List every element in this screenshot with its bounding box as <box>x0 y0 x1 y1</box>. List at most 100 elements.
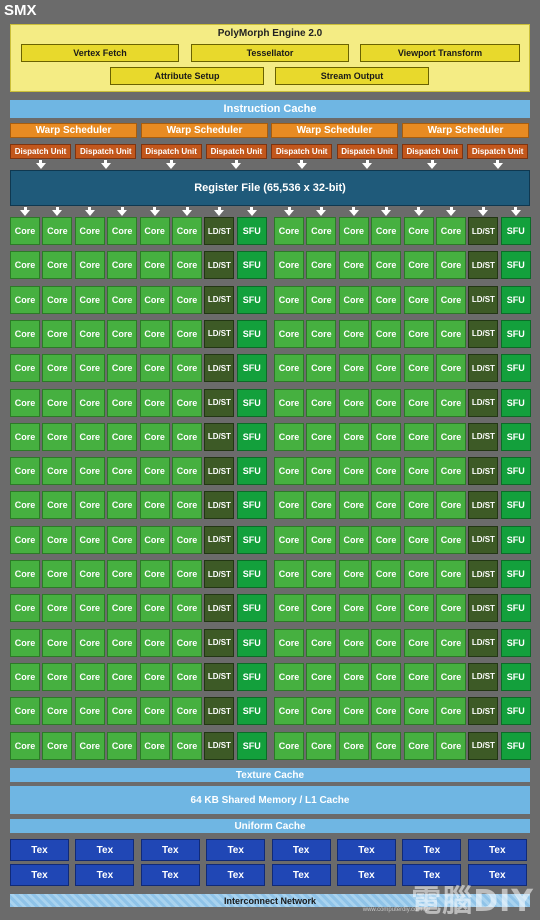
core-unit: Core <box>10 662 40 691</box>
core-unit: Core <box>338 560 369 588</box>
core-unit: Core <box>338 285 369 314</box>
core-unit: Core <box>274 560 304 588</box>
core-unit: Core <box>403 491 434 520</box>
core-unit: Core <box>10 491 40 520</box>
core-unit: Core <box>436 285 466 314</box>
core-unit: Core <box>338 354 369 383</box>
core-unit: Core <box>172 285 202 314</box>
core-unit: Core <box>403 525 434 554</box>
core-unit: Core <box>74 731 105 760</box>
down-arrow-icon <box>214 210 225 216</box>
down-arrow-icon <box>478 210 489 216</box>
texture-unit: Tex <box>75 864 135 886</box>
sfu-unit: SFU <box>236 628 267 657</box>
down-arrow-icon <box>381 210 392 216</box>
core-unit: Core <box>371 422 402 451</box>
core-unit: Core <box>10 319 40 348</box>
core-unit: Core <box>306 422 337 451</box>
core-unit: Core <box>42 525 73 554</box>
core-unit: Core <box>403 594 434 623</box>
down-arrow-icon <box>427 163 438 169</box>
down-arrow-icon <box>84 210 95 216</box>
core-unit: Core <box>371 457 402 486</box>
texture-unit: Tex <box>337 864 396 886</box>
core-unit: Core <box>306 525 337 554</box>
sfu-unit: SFU <box>236 319 267 348</box>
core-unit: Core <box>436 422 466 451</box>
ldst-unit: LD/ST <box>468 697 499 726</box>
core-unit: Core <box>403 560 434 588</box>
core-unit: Core <box>436 628 466 657</box>
core-unit: Core <box>139 217 170 245</box>
core-unit: Core <box>139 697 170 726</box>
sfu-unit: SFU <box>236 251 267 280</box>
core-unit: Core <box>403 628 434 657</box>
ldst-unit: LD/ST <box>204 525 235 554</box>
core-unit: Core <box>403 457 434 486</box>
core-unit: Core <box>274 422 304 451</box>
texture-unit: Tex <box>467 839 527 861</box>
ldst-unit: LD/ST <box>468 731 499 760</box>
texture-unit: Tex <box>271 839 331 861</box>
core-unit: Core <box>436 217 466 245</box>
vertex-fetch-unit: Vertex Fetch <box>21 44 179 62</box>
sfu-unit: SFU <box>236 388 267 417</box>
core-unit: Core <box>107 457 138 486</box>
register-file: Register File (65,536 x 32-bit) <box>10 170 530 206</box>
interconnect-network: Interconnect Network <box>10 894 530 907</box>
core-unit: Core <box>274 354 304 383</box>
down-arrow-icon <box>446 210 456 216</box>
arrow-stem <box>481 207 485 211</box>
ldst-unit: LD/ST <box>204 251 235 280</box>
core-unit: Core <box>42 628 73 657</box>
core-unit: Core <box>10 525 40 554</box>
core-unit: Core <box>371 697 402 726</box>
core-unit: Core <box>42 388 73 417</box>
sfu-unit: SFU <box>500 731 531 760</box>
down-arrow-icon <box>182 210 192 216</box>
core-unit: Core <box>172 731 202 760</box>
sfu-unit: SFU <box>500 251 531 280</box>
core-unit: Core <box>403 388 434 417</box>
texture-unit: Tex <box>206 864 266 886</box>
down-arrow-icon <box>100 163 111 169</box>
core-unit: Core <box>107 285 138 314</box>
texture-unit: Tex <box>206 839 266 861</box>
texture-unit: Tex <box>75 839 135 861</box>
core-unit: Core <box>107 217 138 245</box>
core-unit: Core <box>139 525 170 554</box>
sfu-unit: SFU <box>236 491 267 520</box>
core-unit: Core <box>10 285 40 314</box>
core-unit: Core <box>274 457 304 486</box>
core-unit: Core <box>107 525 138 554</box>
arrow-stem <box>319 207 323 211</box>
sfu-unit: SFU <box>236 560 267 588</box>
core-unit: Core <box>274 525 304 554</box>
core-unit: Core <box>10 628 40 657</box>
core-unit: Core <box>338 422 369 451</box>
core-unit: Core <box>10 731 40 760</box>
core-unit: Core <box>172 422 202 451</box>
ldst-unit: LD/ST <box>204 662 235 691</box>
texture-unit: Tex <box>402 839 462 861</box>
arrow-stem <box>120 207 124 211</box>
polymorph-engine-title: PolyMorph Engine 2.0 <box>217 28 323 39</box>
ldst-unit: LD/ST <box>468 594 499 623</box>
arrow-stem <box>496 160 500 164</box>
core-unit: Core <box>274 731 304 760</box>
core-unit: Core <box>371 388 402 417</box>
core-unit: Core <box>139 457 170 486</box>
core-unit: Core <box>139 388 170 417</box>
dispatch-unit: Dispatch Unit <box>140 144 202 159</box>
core-unit: Core <box>172 594 202 623</box>
sfu-unit: SFU <box>500 594 531 623</box>
core-unit: Core <box>403 285 434 314</box>
arrow-stem <box>55 207 59 211</box>
stream-output-unit: Stream Output <box>275 67 429 85</box>
sfu-unit: SFU <box>236 457 267 486</box>
sfu-unit: SFU <box>236 594 267 623</box>
core-unit: Core <box>274 594 304 623</box>
core-unit: Core <box>172 217 202 245</box>
dispatch-unit: Dispatch Unit <box>401 144 463 159</box>
ldst-unit: LD/ST <box>468 319 499 348</box>
